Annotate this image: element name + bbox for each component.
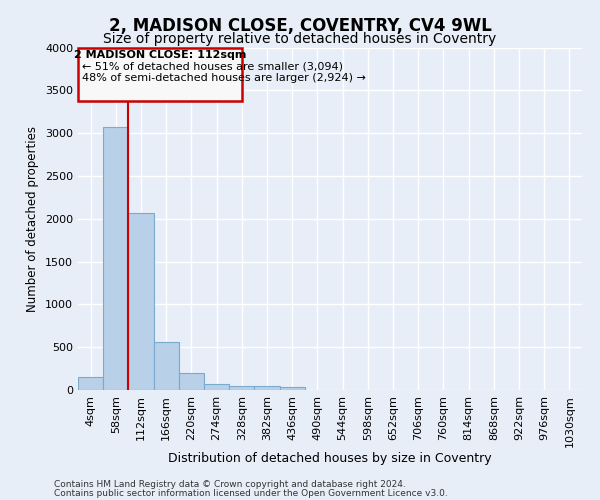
Bar [179, 373, 204, 390]
X-axis label: Distribution of detached houses by size in Coventry: Distribution of detached houses by size … [168, 452, 492, 465]
Text: Size of property relative to detached houses in Coventry: Size of property relative to detached ho… [103, 32, 497, 46]
Bar [229, 386, 254, 390]
Text: 2, MADISON CLOSE, COVENTRY, CV4 9WL: 2, MADISON CLOSE, COVENTRY, CV4 9WL [109, 18, 491, 36]
Text: 2 MADISON CLOSE: 112sqm: 2 MADISON CLOSE: 112sqm [74, 50, 246, 60]
Bar [154, 342, 179, 390]
Text: 48% of semi-detached houses are larger (2,924) →: 48% of semi-detached houses are larger (… [82, 73, 365, 83]
Bar [78, 377, 103, 390]
Text: Contains public sector information licensed under the Open Government Licence v3: Contains public sector information licen… [54, 489, 448, 498]
Bar [128, 213, 154, 390]
Bar [254, 386, 280, 390]
Bar [280, 386, 305, 390]
Bar [204, 384, 229, 390]
Text: ← 51% of detached houses are smaller (3,094): ← 51% of detached houses are smaller (3,… [82, 61, 343, 71]
Text: Contains HM Land Registry data © Crown copyright and database right 2024.: Contains HM Land Registry data © Crown c… [54, 480, 406, 489]
Y-axis label: Number of detached properties: Number of detached properties [26, 126, 40, 312]
Bar [103, 127, 128, 390]
FancyBboxPatch shape [78, 48, 242, 100]
Title: 2, MADISON CLOSE, COVENTRY, CV4 9WL: 2, MADISON CLOSE, COVENTRY, CV4 9WL [0, 499, 1, 500]
